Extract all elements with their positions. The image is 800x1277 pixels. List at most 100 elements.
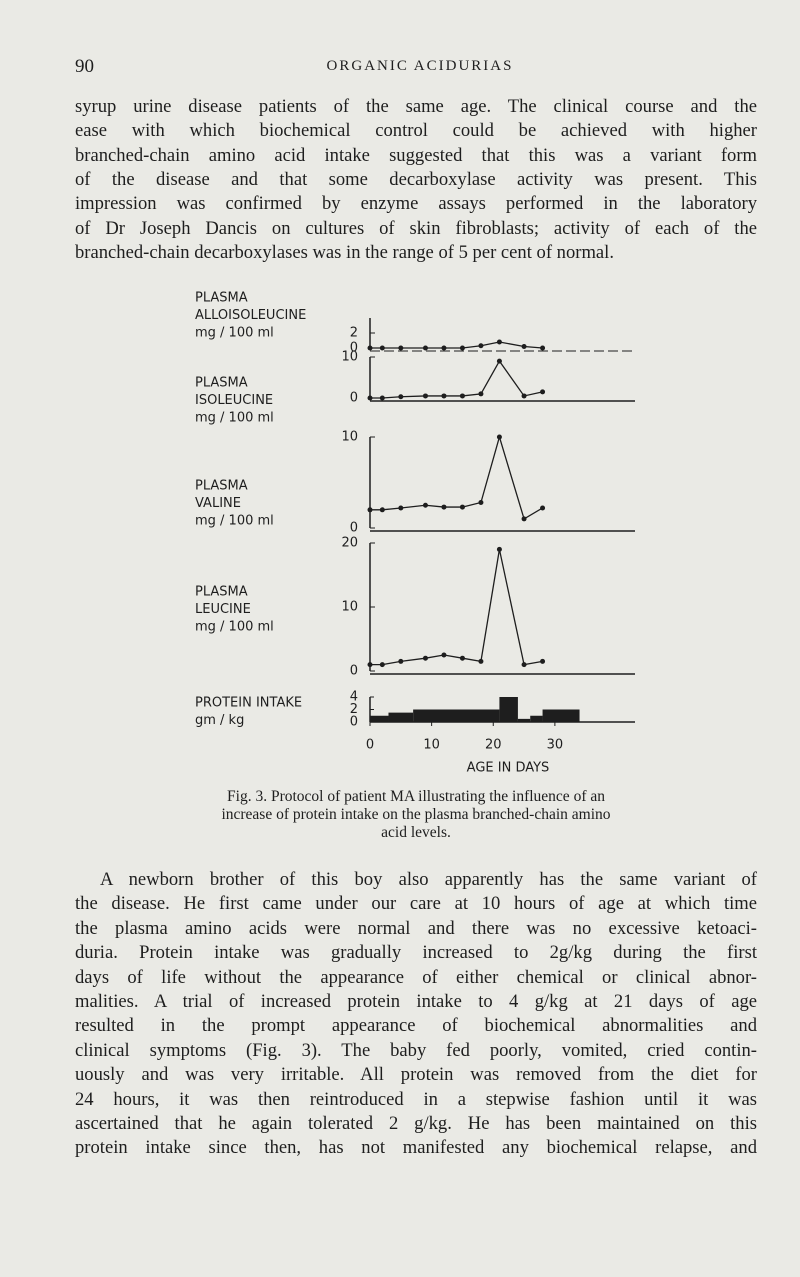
data-point (540, 345, 546, 351)
panel-label: ISOLEUCINE (195, 393, 273, 408)
text-line: resulted in the prompt appearance of bio… (75, 1015, 757, 1037)
y-tick-label: 10 (341, 600, 358, 615)
y-tick-label: 0 (350, 391, 358, 406)
data-point (478, 343, 484, 349)
text-line: syrup urine disease patients of the same… (75, 96, 757, 117)
data-line (370, 549, 543, 666)
text-line: of Dr Joseph Dancis on cultures of skin … (75, 217, 757, 239)
data-point (398, 658, 404, 664)
data-point (422, 393, 428, 399)
x-axis-label: AGE IN DAYS (467, 761, 550, 776)
text-line: 24 hours, it was then reintroduced in a … (75, 1088, 757, 1110)
x-tick-label: 20 (485, 738, 502, 753)
text-line: duria. Protein intake was gradually incr… (75, 942, 757, 964)
data-point (441, 652, 447, 658)
data-point (496, 339, 502, 345)
data-point (478, 500, 484, 506)
data-point (441, 393, 447, 399)
bar (370, 715, 389, 722)
data-point (379, 507, 385, 513)
panel-label: PLASMA (195, 585, 248, 600)
panel-label: PLASMA (195, 479, 248, 494)
data-point (459, 393, 465, 399)
data-point (459, 345, 465, 351)
text-line: branched-chain decarboxylases was in the… (75, 241, 614, 263)
data-point (496, 546, 502, 552)
data-point (367, 507, 373, 513)
data-point (496, 358, 502, 364)
text-line: uously and was very irritable. All prote… (75, 1064, 757, 1086)
y-tick-label: 10 (341, 350, 358, 365)
data-point (459, 504, 465, 510)
data-point (422, 345, 428, 351)
text-line: branched-chain amino acid intake suggest… (75, 144, 757, 166)
data-point (367, 662, 373, 668)
bar (388, 712, 414, 722)
caption-line: increase of protein intake on the plasma… (221, 806, 611, 823)
data-point (521, 344, 527, 349)
y-tick-label: 2 (350, 326, 358, 341)
bar (413, 709, 500, 722)
panel-label: mg / 100 ml (195, 326, 274, 341)
data-point (478, 391, 484, 397)
x-tick-label: 30 (547, 738, 564, 753)
data-point (422, 655, 428, 661)
data-point (379, 662, 385, 668)
data-point (459, 655, 465, 661)
data-point (398, 394, 404, 400)
bar (499, 697, 518, 722)
data-point (521, 393, 527, 399)
panel-label: PLASMA (195, 291, 248, 306)
panel-label: mg / 100 ml (195, 620, 274, 635)
text-line: clinical symptoms (Fig. 3). The baby fed… (75, 1039, 757, 1061)
data-point (540, 505, 546, 511)
caption-line: acid levels. (381, 824, 451, 841)
data-point (367, 395, 373, 401)
text-line: the disease. He first came under our car… (75, 893, 757, 915)
y-tick-label: 0 (350, 341, 358, 356)
text-line: impression was confirmed by enzyme assay… (75, 193, 757, 215)
bar (542, 709, 580, 722)
panel-label: mg / 100 ml (195, 411, 274, 426)
panel-label: PLASMA (195, 376, 248, 391)
text-line: ascertained that he again tolerated 2 g/… (75, 1113, 757, 1134)
text-line: ease with which biochemical control coul… (75, 120, 757, 142)
data-point (540, 389, 546, 395)
data-point (521, 516, 527, 522)
caption-line: Fig. 3. Protocol of patient MA illustrat… (227, 788, 605, 805)
text-line: malities. A trial of increased protein i… (75, 991, 757, 1012)
data-point (496, 434, 502, 440)
y-tick-label: 10 (341, 430, 358, 445)
panel-label: mg / 100 ml (195, 514, 274, 529)
data-point (540, 658, 546, 664)
panel-label: gm / kg (195, 713, 244, 728)
y-tick-label: 0 (350, 521, 358, 536)
data-point (521, 662, 527, 668)
text-line: the plasma amino acids were normal and t… (75, 917, 757, 939)
y-tick-label: 2 (350, 702, 358, 717)
x-tick-label: 10 (423, 738, 440, 753)
panel-label: LEUCINE (195, 602, 251, 617)
data-point (398, 505, 404, 511)
data-point (379, 345, 385, 351)
data-point (441, 504, 447, 510)
data-line (370, 341, 543, 349)
bar (517, 718, 531, 722)
y-tick-label: 4 (350, 690, 358, 705)
data-point (379, 395, 385, 401)
panel-label: VALINE (195, 496, 241, 511)
data-point (367, 345, 373, 351)
bar (530, 715, 543, 722)
data-line (370, 359, 543, 399)
data-point (422, 502, 428, 508)
panel-label: PROTEIN INTAKE (195, 696, 302, 711)
y-tick-label: 20 (341, 536, 358, 551)
x-tick-label: 0 (366, 738, 374, 753)
panel-label: ALLOISOLEUCINE (195, 308, 306, 323)
data-point (478, 658, 484, 664)
running-title: ORGANIC ACIDURIAS (326, 58, 514, 74)
text-line: A newborn brother of this boy also appar… (100, 869, 757, 890)
text-line: days of life without the appearance of e… (75, 966, 757, 988)
